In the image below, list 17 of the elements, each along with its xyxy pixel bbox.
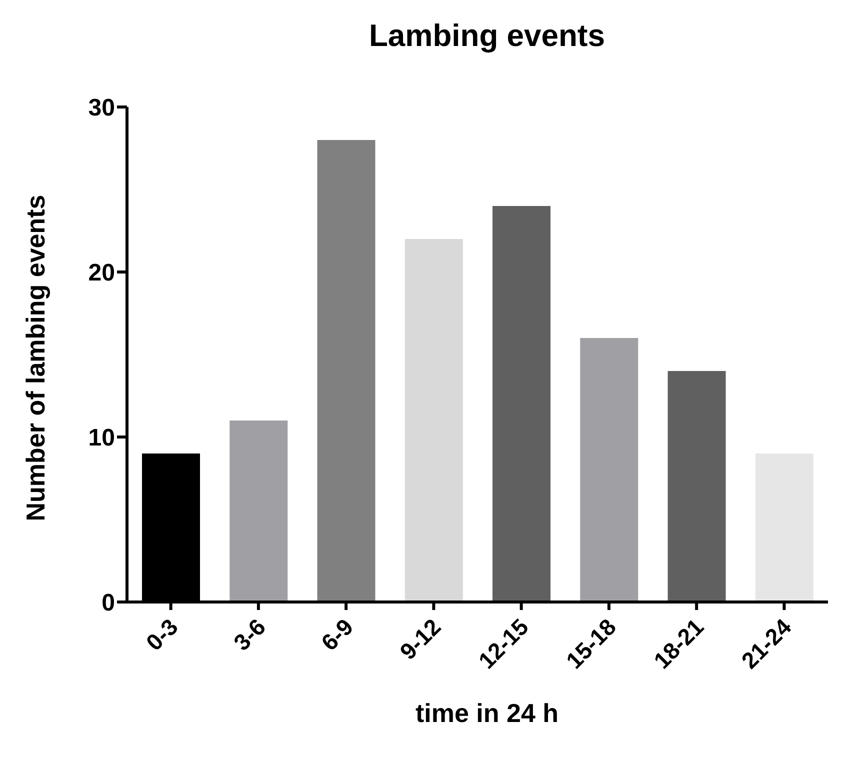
y-axis-title: Number of lambing events [20, 194, 52, 522]
y-tick-label: 30 [88, 94, 115, 122]
y-tick-label: 0 [102, 590, 115, 617]
x-axis-title: time in 24 h [414, 698, 560, 729]
x-tick-label: 6-9 [316, 614, 358, 656]
chart-title: Lambing events [368, 18, 606, 54]
x-tick-label: 0-3 [140, 614, 183, 656]
x-tick-label: 3-6 [228, 614, 270, 656]
y-tick-label: 20 [88, 260, 115, 287]
bar [492, 206, 550, 602]
y-tick-label: 10 [88, 424, 115, 452]
bar [668, 371, 726, 602]
bar [317, 140, 376, 602]
bar [580, 338, 638, 602]
bar [755, 454, 814, 602]
bar [230, 420, 288, 602]
bar [404, 239, 463, 602]
